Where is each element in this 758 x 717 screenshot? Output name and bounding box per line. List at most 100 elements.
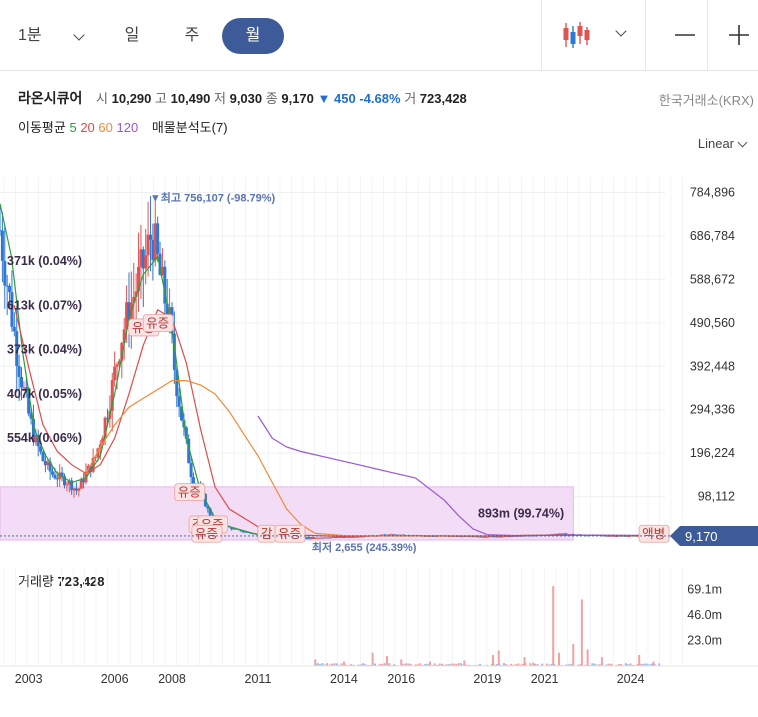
volume-bar — [331, 663, 334, 666]
candle — [17, 365, 21, 377]
volume-bar — [340, 663, 343, 666]
candle — [158, 253, 162, 275]
candle — [466, 536, 470, 538]
scale-chevron-icon[interactable] — [737, 137, 748, 148]
volume-bar — [364, 664, 367, 666]
tab-month[interactable]: 월 — [222, 18, 284, 54]
chart-type-chevron-icon[interactable] — [615, 25, 627, 37]
x-tick-label: 2014 — [330, 672, 358, 686]
candle — [55, 478, 59, 480]
x-tick-label: 2008 — [158, 672, 186, 686]
volume-bar — [319, 663, 322, 666]
y-tick-label: 98,112 — [698, 490, 735, 504]
candle — [555, 533, 559, 535]
zoom-in-icon[interactable] — [722, 18, 756, 52]
candle — [19, 376, 23, 388]
volume-chart[interactable]: 69.1m 46.0m 23.0m 2003 2006 2008 2011 2014 2016 2… — [0, 565, 758, 717]
candle — [447, 535, 451, 537]
x-tick-label: 2016 — [387, 672, 415, 686]
indicator-legend[interactable]: 이동평균 5 20 60 120 매물분석도(7) — [18, 117, 228, 136]
volume-bar — [316, 663, 319, 666]
candle — [316, 537, 320, 539]
price-chart[interactable]: 784,896 686,784 588,672 490,560 392,448 294,3… — [0, 165, 758, 565]
candle — [132, 296, 136, 303]
candle — [153, 223, 157, 261]
volume-bar — [436, 664, 439, 666]
candle — [507, 535, 511, 537]
candle — [74, 488, 78, 491]
volume-bar — [479, 663, 482, 666]
candle — [471, 536, 475, 538]
volume-bar — [523, 657, 526, 666]
candle — [110, 380, 114, 411]
candle — [139, 249, 143, 267]
volume-bar — [517, 663, 520, 666]
candle — [29, 413, 33, 419]
open-label: 시 — [96, 91, 108, 106]
last-price-tag — [670, 525, 758, 546]
moving-average-120-line — [257, 415, 660, 537]
volume-bar — [593, 663, 596, 666]
volume-bar — [519, 664, 522, 666]
volume-bar — [383, 663, 386, 666]
tab-day[interactable]: 일 — [124, 27, 140, 44]
volume-bar — [328, 664, 331, 666]
volume-bar — [323, 664, 326, 666]
candle — [51, 471, 55, 475]
candle — [349, 536, 353, 538]
volume-bar — [314, 659, 317, 666]
zoom-out-icon[interactable] — [668, 18, 702, 52]
candle — [469, 536, 473, 538]
exchange-label: 한국거래소(KRX) — [658, 93, 754, 108]
high-label: 고 — [155, 91, 167, 106]
volume-bar — [629, 663, 632, 666]
volume-bar — [450, 663, 453, 666]
volume-bar — [577, 664, 580, 666]
candle — [165, 303, 169, 321]
candle — [156, 223, 160, 254]
candle — [347, 536, 351, 538]
volume-bar — [388, 663, 391, 666]
candle — [352, 536, 356, 538]
candle — [304, 537, 308, 539]
candlestick-icon[interactable] — [560, 18, 594, 52]
x-tick-label: 2019 — [473, 672, 501, 686]
y-tick-label: 784,896 — [690, 186, 735, 200]
candle — [58, 472, 62, 480]
candle — [232, 528, 236, 530]
candle — [91, 457, 95, 472]
period-select[interactable]: 1분 — [18, 18, 68, 54]
tab-week[interactable]: 주 — [184, 27, 200, 44]
volume-profile-label: 554k (0.06%) — [7, 431, 82, 445]
candle — [342, 537, 346, 539]
candle — [144, 255, 148, 269]
x-tick-label: 2024 — [617, 672, 645, 686]
y-tick-label: 588,672 — [690, 272, 735, 286]
volume-bar — [407, 663, 410, 666]
candle — [313, 537, 317, 539]
y-tick-label: 392,448 — [690, 359, 735, 373]
scale-select[interactable]: Linear — [697, 136, 734, 151]
candle — [481, 536, 485, 538]
volume-bar — [448, 664, 451, 666]
volume-bar — [510, 663, 513, 666]
y-tick-label: 686,784 — [690, 229, 735, 243]
volume-bar — [433, 663, 436, 666]
candle — [96, 448, 100, 457]
candle — [380, 534, 384, 536]
y-tick-label: 490,560 — [690, 316, 735, 330]
candle — [564, 533, 568, 535]
candle — [244, 531, 248, 533]
chevron-down-icon[interactable] — [73, 29, 85, 41]
candle — [323, 537, 327, 539]
candle — [504, 535, 508, 537]
ma-label: 이동평균 — [18, 120, 66, 135]
volume-bar — [548, 664, 551, 666]
volume-bar — [335, 663, 338, 666]
chart-toolbar: 1분 일 주 월 — [0, 0, 758, 71]
close-label: 종 — [265, 91, 278, 106]
candle — [461, 536, 465, 538]
candle — [464, 536, 468, 538]
volume-value: 723,428 — [419, 91, 467, 106]
volume-bar — [495, 664, 498, 666]
